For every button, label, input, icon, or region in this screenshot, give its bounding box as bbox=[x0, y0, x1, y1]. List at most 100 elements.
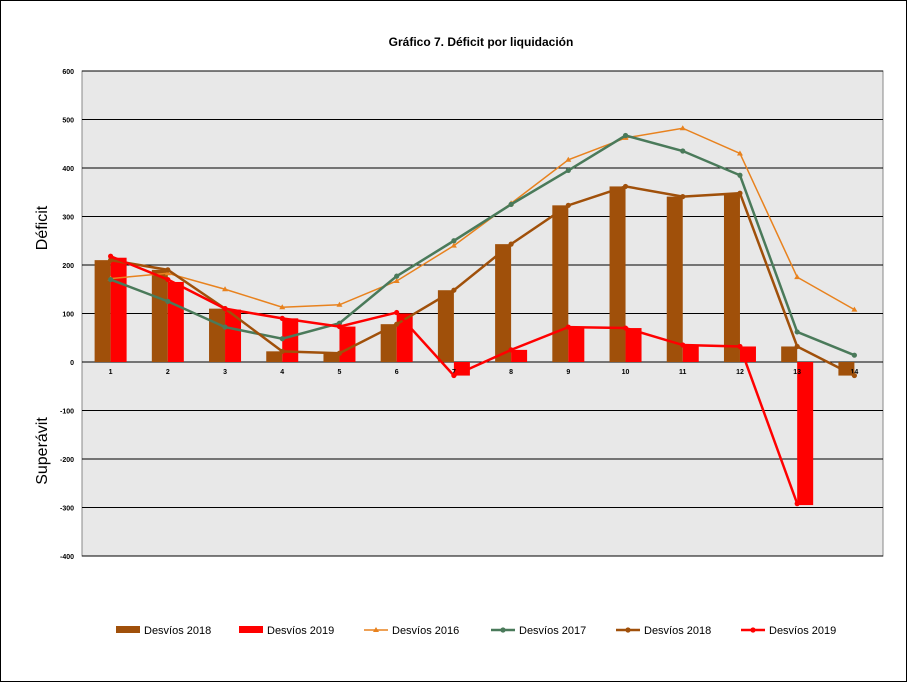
legend-item-1: Desvíos 2019 bbox=[239, 625, 334, 637]
point-marker bbox=[222, 286, 229, 292]
point-marker bbox=[679, 125, 686, 131]
bar-desvíos-2019-4 bbox=[282, 318, 299, 362]
y-tick-label: 300 bbox=[62, 215, 74, 222]
legend-marker bbox=[625, 627, 631, 633]
legend-swatch bbox=[116, 626, 140, 633]
y-tick-label: 100 bbox=[62, 312, 74, 319]
y-tick-label: -100 bbox=[60, 409, 74, 416]
legend-swatch bbox=[239, 626, 263, 633]
x-tick-label-4: 4 bbox=[280, 369, 284, 376]
point-marker bbox=[451, 287, 457, 293]
legend-item-2: Desvíos 2016 bbox=[364, 625, 459, 637]
bar-desvíos-2019-13 bbox=[797, 362, 814, 506]
bar-desvíos-2018-10 bbox=[609, 186, 626, 362]
point-marker bbox=[794, 329, 800, 335]
x-tick-label-1: 1 bbox=[109, 369, 113, 376]
point-marker bbox=[279, 304, 286, 310]
point-marker bbox=[622, 132, 629, 139]
bar-desvíos-2019-7 bbox=[453, 362, 470, 376]
bar-desvíos-2019-3 bbox=[225, 309, 242, 362]
y-tick-label: 200 bbox=[62, 263, 74, 270]
point-marker bbox=[622, 183, 629, 190]
y-tick-label: -300 bbox=[60, 506, 74, 513]
point-marker bbox=[851, 372, 857, 379]
point-marker bbox=[336, 301, 343, 307]
point-marker bbox=[565, 167, 571, 174]
bar-desvíos-2019-5 bbox=[339, 326, 356, 362]
point-marker bbox=[165, 298, 171, 304]
bar-desvíos-2019-2 bbox=[167, 281, 184, 362]
chart-title: Gráfico 7. Déficit por liquidación bbox=[389, 35, 574, 49]
bar-desvíos-2018-4 bbox=[266, 351, 283, 362]
legend-label: Desvíos 2017 bbox=[519, 625, 586, 637]
point-marker bbox=[336, 323, 343, 330]
point-marker bbox=[851, 352, 857, 358]
bar-desvíos-2018-3 bbox=[209, 308, 226, 362]
point-marker bbox=[279, 336, 285, 342]
point-marker bbox=[108, 276, 114, 283]
x-tick-label-13: 13 bbox=[793, 369, 801, 376]
line-desvíos-2016-0 bbox=[110, 127, 855, 311]
x-tick-label-2: 2 bbox=[166, 369, 170, 376]
legend-label: Desvíos 2016 bbox=[392, 625, 459, 637]
y-tick-label: -200 bbox=[60, 457, 74, 464]
legend-item-3: Desvíos 2017 bbox=[491, 625, 586, 637]
point-marker bbox=[736, 150, 743, 156]
x-tick-label-3: 3 bbox=[223, 369, 227, 376]
point-marker bbox=[737, 190, 743, 196]
legend-item-5: Desvíos 2019 bbox=[741, 625, 836, 637]
point-marker bbox=[450, 242, 457, 248]
point-marker bbox=[108, 253, 114, 259]
bar-desvíos-2018-2 bbox=[151, 269, 168, 362]
point-marker bbox=[680, 342, 686, 348]
y-axis-label-superavit: Superávit bbox=[34, 417, 51, 485]
legend-item-0: Desvíos 2018 bbox=[116, 625, 211, 637]
x-tick-label-7: 7 bbox=[452, 369, 456, 376]
legend-marker bbox=[373, 627, 379, 632]
legend-label: Desvíos 2018 bbox=[644, 625, 711, 637]
x-tick-label-8: 8 bbox=[509, 369, 513, 376]
bar-desvíos-2019-10 bbox=[625, 328, 642, 362]
point-marker bbox=[680, 194, 686, 200]
legend-marker bbox=[500, 627, 506, 633]
legend: Desvíos 2018 Desvíos 2019 Desvíos 2016 Desv… bbox=[116, 625, 836, 637]
point-marker bbox=[165, 276, 171, 283]
point-marker bbox=[394, 321, 400, 327]
point-marker bbox=[394, 309, 400, 316]
y-tick-label: -400 bbox=[60, 554, 74, 561]
point-marker bbox=[737, 172, 743, 178]
bar-desvíos-2018-1 bbox=[94, 260, 111, 362]
point-marker bbox=[279, 315, 285, 321]
point-marker bbox=[737, 343, 743, 350]
bar-desvíos-2018-6 bbox=[380, 324, 397, 362]
point-marker bbox=[794, 274, 801, 280]
bar-desvíos-2018-12 bbox=[723, 193, 740, 362]
legend-label: Desvíos 2019 bbox=[267, 625, 334, 637]
point-marker bbox=[451, 372, 457, 379]
point-marker bbox=[851, 306, 858, 312]
point-marker bbox=[508, 347, 514, 353]
x-tick-label-5: 5 bbox=[338, 369, 342, 376]
point-marker bbox=[393, 278, 400, 284]
y-tick-label: 0 bbox=[70, 360, 74, 367]
y-tick-label: 600 bbox=[62, 69, 74, 76]
point-marker bbox=[565, 156, 572, 162]
bar-desvíos-2018-7 bbox=[437, 290, 454, 362]
x-tick-label-14: 14 bbox=[850, 369, 858, 376]
legend-label: Desvíos 2018 bbox=[144, 625, 211, 637]
point-marker bbox=[164, 270, 171, 276]
x-tick-label-6: 6 bbox=[395, 369, 399, 376]
x-tick-label-12: 12 bbox=[736, 369, 744, 376]
point-marker bbox=[336, 350, 343, 356]
legend-marker bbox=[750, 627, 756, 633]
point-marker bbox=[279, 348, 285, 354]
line-desvíos-2018-2 bbox=[110, 185, 855, 377]
point-marker bbox=[451, 238, 457, 244]
point-marker bbox=[565, 202, 571, 208]
bar-desvíos-2019-11 bbox=[682, 345, 699, 362]
point-marker bbox=[222, 324, 228, 330]
point-marker bbox=[565, 324, 571, 330]
